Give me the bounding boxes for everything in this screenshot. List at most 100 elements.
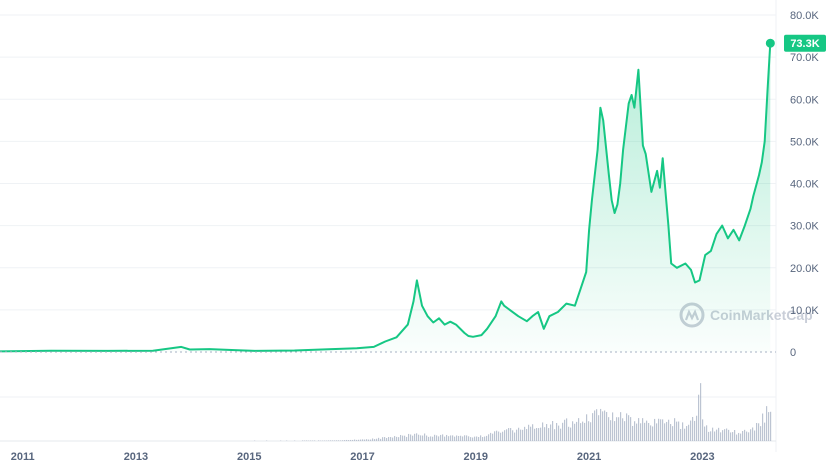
volume-bar [750,429,752,441]
volume-bar [520,429,522,441]
volume-bar [354,439,356,441]
volume-bar [568,426,570,441]
volume-bar [628,415,630,441]
volume-bar [352,439,354,441]
volume-bar [672,426,674,441]
price-line [0,43,772,353]
volume-bar [748,432,750,441]
volume-bar [588,421,590,441]
volume-bar [494,431,496,441]
volume-bar [496,430,498,441]
volume-bar [542,422,544,441]
volume-bar [738,432,740,441]
volume-bar [678,421,680,441]
volume-bar [500,432,502,441]
volume-bar [574,423,576,441]
volume-bar [690,420,692,441]
volume-bar [468,436,470,441]
volume-bar [648,422,650,441]
volume-bar [412,435,414,441]
volume-bar [530,426,532,441]
volume-bar [762,413,764,441]
volume-bar [498,431,500,441]
volume-bar [428,436,430,441]
volume-bar [486,435,488,441]
volume-bar [694,420,696,441]
volume-bar [454,436,456,441]
volume-bar [736,434,738,441]
volume-bar [338,440,340,441]
volume-bar [558,425,560,441]
volume-bar [606,411,608,441]
volume-bar [314,440,316,441]
volume-bar [518,427,520,441]
volume-bar [616,417,618,441]
volume-bar [426,435,428,441]
y-axis-ticks: 80.0K 70.0K 60.0K 50.0K 40.0K 30.0K 20.0K 10.0K… [790,10,819,359]
volume-bar [448,436,450,441]
volume-bar [528,424,530,441]
volume-bar [472,437,474,441]
volume-bar [654,418,656,441]
volume-bar [386,437,388,441]
volume-bar [360,439,362,441]
volume-bar [534,428,536,441]
volume-bar [612,412,614,441]
volume-bar [384,437,386,441]
last-price-badge [784,34,826,52]
volume-bar [586,414,588,441]
volume-bar [560,428,562,441]
volume-bar [674,418,676,441]
volume-bar [302,440,304,441]
volume-bar [634,421,636,441]
volume-bar [708,431,710,441]
volume-bar [504,430,506,441]
volume-bar [546,424,548,441]
volume-bar [686,426,688,441]
volume-bar [600,408,602,441]
volume-bar [742,431,744,441]
volume-bar [478,436,480,441]
volume-bar [306,440,308,441]
volume-bar [592,413,594,441]
volume-bar [594,410,596,441]
volume-bar [506,429,508,441]
volume-bar [618,417,620,441]
volume-bar [434,434,436,441]
volume-bar [646,420,648,441]
volume-bar [692,416,694,441]
volume-bar [676,421,678,441]
volume-bar [424,433,426,441]
volume-bar [770,411,772,441]
volume-bar [598,415,600,441]
x-tick-label: 2015 [237,451,261,463]
volume-bar [640,423,642,441]
volume-bar [364,439,366,441]
volume-bar [734,430,736,441]
volume-bar [348,440,350,441]
volume-bar [668,419,670,441]
volume-bar [362,439,364,441]
volume-bar [392,437,394,441]
volume-bar [540,427,542,441]
volume-bar [402,435,404,441]
volume-bar [620,412,622,441]
volume-bar [656,423,658,441]
volume-bar [576,421,578,441]
volume-bar [408,433,410,441]
volume-bar [436,435,438,441]
volume-bar [488,434,490,441]
volume-bar [544,427,546,441]
volume-bar [432,436,434,441]
volume-bar [638,418,640,441]
price-area [0,43,771,352]
volume-bar [328,440,330,441]
volume-bar [562,422,564,441]
volume-bar [406,436,408,441]
volume-bar [756,423,758,441]
volume-bar [718,427,720,441]
volume-bar [698,394,700,441]
volume-bar [388,437,390,441]
volume-bar [492,433,494,441]
